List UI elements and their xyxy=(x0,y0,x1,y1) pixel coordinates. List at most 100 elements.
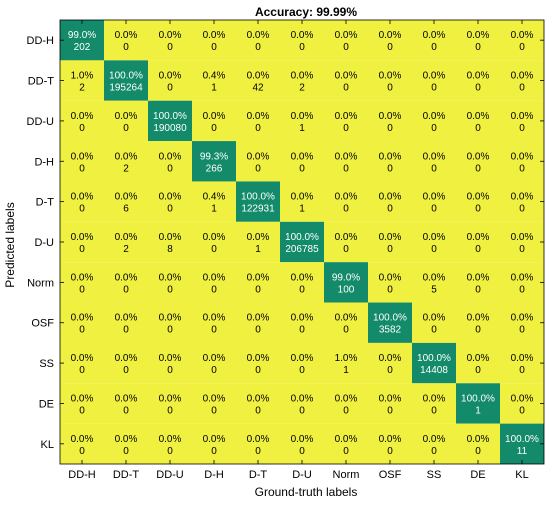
cell-count-label: 0 xyxy=(519,405,525,416)
cell-percent-label: 0.0% xyxy=(335,192,358,203)
cell-rect xyxy=(456,181,500,222)
cell-count-label: 0 xyxy=(211,325,217,336)
cell-percent-label: 0.0% xyxy=(247,30,270,41)
cell-rect xyxy=(60,383,104,424)
cell-count-label: 0 xyxy=(387,42,393,53)
cell-count-label: 122931 xyxy=(241,204,275,215)
cell-rect xyxy=(280,181,324,222)
cell-percent-label: 0.0% xyxy=(511,192,534,203)
cell-percent-label: 0.0% xyxy=(467,232,490,243)
cell-percent-label: 0.0% xyxy=(247,434,270,445)
cell-percent-label: 0.0% xyxy=(247,353,270,364)
cell-count-label: 100 xyxy=(338,284,355,295)
cell-rect xyxy=(324,181,368,222)
heatmap-cell: 0.0%0 xyxy=(368,342,412,384)
cell-rect xyxy=(192,181,236,222)
cell-percent-label: 100.0% xyxy=(241,192,275,203)
y-tick-label: DD-U xyxy=(27,116,55,128)
heatmap-cell: 0.0%0 xyxy=(456,141,500,182)
cell-count-label: 0 xyxy=(79,405,85,416)
cell-percent-label: 0.0% xyxy=(335,232,358,243)
cell-percent-label: 0.0% xyxy=(379,272,402,283)
heatmap-cell: 0.0%0 xyxy=(192,423,236,464)
cell-percent-label: 0.0% xyxy=(115,313,138,324)
cell-rect xyxy=(500,100,544,142)
heatmap-cell: 0.0%0 xyxy=(456,20,500,61)
cell-count-label: 0 xyxy=(211,42,217,53)
cell-rect xyxy=(236,342,280,384)
cell-rect xyxy=(412,181,456,222)
cell-rect xyxy=(104,181,148,222)
cell-count-label: 0 xyxy=(343,204,349,215)
heatmap-cell: 0.0%0 xyxy=(236,141,280,182)
cell-percent-label: 0.0% xyxy=(115,232,138,243)
cell-percent-label: 0.0% xyxy=(467,111,490,122)
cell-count-label: 0 xyxy=(431,123,437,134)
cell-rect xyxy=(60,100,104,142)
cell-count-label: 0 xyxy=(475,284,481,295)
cell-percent-label: 0.0% xyxy=(511,111,534,122)
y-tick-label: D-H xyxy=(34,156,54,168)
cell-rect xyxy=(148,181,192,222)
cell-rect xyxy=(456,262,500,303)
heatmap-cell: 0.0%0 xyxy=(148,302,192,343)
cell-count-label: 0 xyxy=(519,244,525,255)
cell-percent-label: 0.0% xyxy=(423,272,446,283)
cell-percent-label: 0.0% xyxy=(291,71,314,82)
heatmap-cell: 0.0%0 xyxy=(192,302,236,343)
cell-count-label: 3582 xyxy=(379,325,402,336)
cell-count-label: 1 xyxy=(255,244,261,255)
heatmap-cell: 0.0%0 xyxy=(368,423,412,464)
cell-percent-label: 1.0% xyxy=(335,353,358,364)
cell-rect xyxy=(368,100,412,142)
cell-count-label: 5 xyxy=(431,284,437,295)
cell-percent-label: 100.0% xyxy=(461,393,495,404)
heatmap-cell: 0.0%0 xyxy=(324,60,368,101)
cell-percent-label: 1.0% xyxy=(71,71,94,82)
cell-rect xyxy=(148,302,192,343)
plot-frame xyxy=(59,19,545,465)
heatmap-cell: 0.0%0 xyxy=(192,342,236,384)
cell-percent-label: 0.0% xyxy=(423,313,446,324)
diagonal-cell-rect xyxy=(456,383,500,424)
cell-rect xyxy=(456,141,500,182)
cell-count-label: 0 xyxy=(211,244,217,255)
heatmap-cell: 0.0%0 xyxy=(60,141,104,182)
heatmap-cell: 99.0%100 xyxy=(324,262,368,303)
cell-rect xyxy=(236,100,280,142)
heatmap-cell: 0.0%0 xyxy=(280,262,324,303)
cell-percent-label: 0.0% xyxy=(291,272,314,283)
cell-count-label: 0 xyxy=(387,284,393,295)
cell-percent-label: 0.0% xyxy=(379,151,402,162)
cell-rect xyxy=(324,423,368,464)
cell-percent-label: 0.0% xyxy=(335,151,358,162)
cell-count-label: 190080 xyxy=(153,123,187,134)
cell-percent-label: 0.0% xyxy=(115,192,138,203)
cell-rect xyxy=(192,100,236,142)
y-axis-label: Predicted labels xyxy=(3,202,17,287)
heatmap-cell: 0.0%2 xyxy=(104,221,148,263)
heatmap-cell: 100.0%3582 xyxy=(368,302,412,343)
heatmap-cell: 0.0%0 xyxy=(148,181,192,222)
heatmap-cell: 0.0%0 xyxy=(368,100,412,142)
cell-count-label: 0 xyxy=(387,405,393,416)
cell-rect xyxy=(456,60,500,101)
cell-count-label: 0 xyxy=(211,446,217,457)
cell-percent-label: 0.0% xyxy=(71,393,94,404)
cell-percent-label: 0.0% xyxy=(291,434,314,445)
cell-percent-label: 0.0% xyxy=(423,434,446,445)
cell-count-label: 0 xyxy=(475,42,481,53)
cell-count-label: 0 xyxy=(299,325,305,336)
cell-percent-label: 0.0% xyxy=(511,232,534,243)
heatmap-cell: 0.0%0 xyxy=(500,100,544,142)
heatmap-cell: 0.0%0 xyxy=(368,262,412,303)
heatmap-cell: 0.0%0 xyxy=(192,383,236,424)
heatmap-cell: 0.0%0 xyxy=(500,262,544,303)
cell-count-label: 0 xyxy=(255,163,261,174)
cell-percent-label: 0.0% xyxy=(247,313,270,324)
y-tick-label: DE xyxy=(39,398,54,410)
cell-percent-label: 0.0% xyxy=(159,353,182,364)
heatmap-cell: 0.0%0 xyxy=(280,302,324,343)
